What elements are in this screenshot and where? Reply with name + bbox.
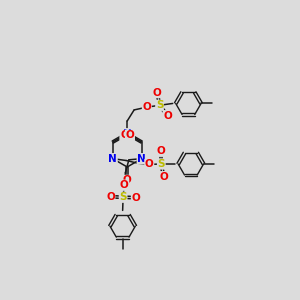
Text: O: O xyxy=(106,192,115,202)
Text: O: O xyxy=(131,193,140,203)
Text: O: O xyxy=(123,176,132,185)
Text: S: S xyxy=(156,100,163,110)
Text: O: O xyxy=(163,111,172,121)
Text: O: O xyxy=(153,88,162,98)
Text: N: N xyxy=(123,129,132,139)
Text: O: O xyxy=(120,130,129,140)
Text: O: O xyxy=(159,172,168,182)
Text: O: O xyxy=(145,159,154,170)
Text: O: O xyxy=(142,102,151,112)
Text: O: O xyxy=(157,146,166,156)
Text: N: N xyxy=(137,154,146,164)
Text: O: O xyxy=(120,180,129,190)
Text: S: S xyxy=(158,159,165,169)
Text: N: N xyxy=(108,154,117,164)
Text: S: S xyxy=(119,192,127,202)
Text: O: O xyxy=(126,130,134,140)
